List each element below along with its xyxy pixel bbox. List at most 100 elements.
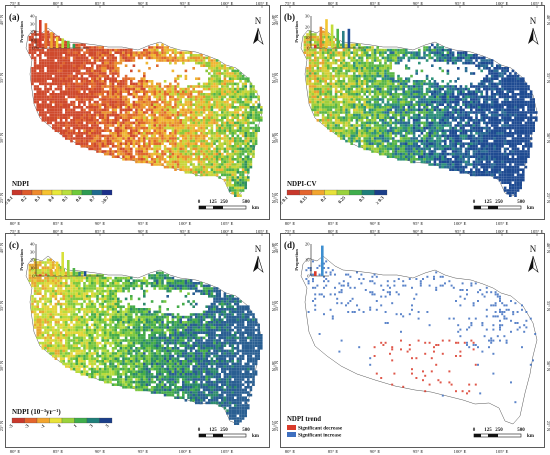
legend-tick: 0.7 [88, 195, 96, 203]
hist-ytick: 40 [30, 14, 35, 19]
scale-tick: 125 [209, 428, 217, 433]
legend-swatch [336, 189, 350, 196]
hist-ylabel: Proportion [294, 249, 299, 271]
lat-label-right: 35° N [271, 73, 275, 84]
hist-ytick: 10 [305, 35, 310, 40]
lat-label-left: 25° N [0, 420, 4, 431]
lon-label-bottom: 80° E [10, 221, 21, 226]
plateau-map [25, 27, 263, 197]
north-label: N [255, 244, 262, 254]
lat-label-left: 35° N [275, 300, 279, 311]
lon-label-top: 90° E [413, 229, 424, 234]
lon-label-top: 75° E [10, 1, 21, 6]
lon-label-top: 100° E [221, 229, 234, 234]
lon-label-top: 90° E [138, 1, 149, 6]
legend-tick: 1 [73, 423, 79, 429]
legend-tick: -5 [7, 423, 14, 430]
lat-label-left: 30° N [275, 132, 279, 143]
scale-tick: 0 [473, 428, 476, 433]
hist-bar [39, 20, 42, 48]
lon-label-bottom: 105° E [496, 221, 509, 226]
lon-label-bottom: 95° E [413, 221, 424, 226]
hist-ytick: 10 [30, 38, 35, 43]
scale-tick: 125 [484, 200, 492, 205]
hist-bar [55, 261, 59, 276]
hist-ytick: 20 [30, 30, 35, 35]
legend-swatch [24, 417, 38, 424]
legend-swatch [41, 189, 53, 196]
map-legend: NDPI (10⁻³yr⁻¹) -5 -3 -1 0 1 3 5 [7, 408, 113, 430]
scale-tick: 500 [517, 200, 525, 205]
scale-tick: 0 [198, 428, 201, 433]
hist-ytick: 30 [305, 14, 310, 19]
scale-tick: 250 [495, 428, 503, 433]
hist-bar [67, 40, 70, 48]
hist-bar [61, 252, 64, 276]
panel-label: (b) [284, 12, 295, 22]
legend-entry-label: Significant decrease [298, 426, 343, 432]
lat-label-right: 30° N [546, 361, 550, 372]
legend-swatch [61, 417, 75, 424]
panel-label: (c) [9, 240, 19, 250]
legend-tick: 0.2 [20, 195, 28, 203]
inset-histogram: 0 10 20 Proportion [294, 242, 329, 279]
scale-tick: 125 [484, 428, 492, 433]
legend-swatch [71, 189, 83, 196]
lat-label-left: 25° N [275, 192, 279, 203]
panel-label: (d) [284, 240, 295, 250]
lat-label-right: 30° N [271, 133, 275, 144]
legend-tick: 0 [57, 423, 63, 429]
plateau-map [300, 255, 538, 425]
inset-histogram: 0 10 20 30 Proportion [294, 14, 364, 51]
legend-tick: ≥ 0.3 [375, 195, 386, 206]
scale-tick: 250 [220, 428, 228, 433]
lat-label-right: 40° N [546, 243, 550, 254]
north-arrow-icon: N [528, 244, 539, 273]
legend-tick: -3 [23, 423, 30, 430]
map-frame [280, 5, 545, 220]
lat-label-right: 30° N [271, 361, 275, 372]
map-frame [5, 233, 270, 448]
scale-tick: 250 [495, 200, 503, 205]
lat-label-left: 30° N [0, 360, 4, 371]
lon-label-bottom: 90° E [95, 449, 106, 454]
legend-swatch [11, 417, 25, 424]
hist-bar [44, 273, 48, 276]
scale-tick: 500 [242, 428, 250, 433]
panel-svg: 75° E 80° E 85° E 90° E 95° E 100° E 105° E 80°… [274, 229, 550, 454]
hist-bar [44, 23, 48, 48]
legend-swatch [101, 189, 113, 196]
lat-label-right: 40° N [271, 243, 275, 254]
legend-swatch [299, 189, 313, 196]
scale-tick: 0 [198, 200, 201, 205]
legend-swatch [31, 189, 43, 196]
lat-label-left: 25° N [275, 420, 279, 431]
map-frame [280, 233, 545, 448]
hist-ylabel: Proportion [19, 249, 24, 271]
legend-swatch [361, 189, 375, 196]
legend-swatch [21, 189, 33, 196]
hist-ylabel: Proportion [294, 21, 299, 43]
lat-label-left: 30° N [0, 132, 4, 143]
hist-bar [314, 271, 317, 276]
lon-label-bottom: 85° E [53, 449, 64, 454]
panel-svg: 75° E 80° E 85° E 90° E 95° E 100° E 105° E 80°… [274, 1, 550, 226]
hist-ytick: 30 [30, 250, 35, 255]
lon-label-top: 90° E [138, 229, 149, 234]
legend-swatch [349, 189, 363, 196]
legend-swatch [74, 417, 88, 424]
lon-label-bottom: 90° E [95, 221, 106, 226]
legend-swatch [99, 417, 113, 424]
hist-bar [61, 38, 64, 48]
lon-label-top: 100° E [496, 1, 509, 6]
lon-label-bottom: 90° E [370, 221, 381, 226]
lon-label-bottom: 90° E [370, 449, 381, 454]
lat-label-left: 35° N [0, 72, 4, 83]
lon-label-bottom: 85° E [328, 221, 339, 226]
legend-swatch [287, 432, 296, 437]
scale-unit: km [252, 434, 260, 439]
hist-bar [55, 36, 59, 48]
